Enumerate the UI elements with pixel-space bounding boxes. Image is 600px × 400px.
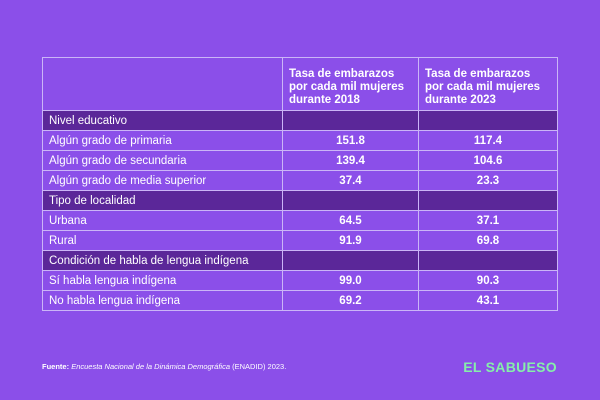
rate-cell: 69.2 [282, 290, 419, 311]
data-row: Rural 91.9 69.8 [42, 230, 558, 251]
section-empty [418, 190, 558, 211]
data-row: Sí habla lengua indígena 99.0 90.3 [42, 270, 558, 291]
section-title: Nivel educativo [42, 110, 283, 131]
rate-cell: 37.1 [418, 210, 558, 231]
section-empty [282, 110, 419, 131]
section-row: Tipo de localidad [42, 190, 558, 211]
row-label: Algún grado de primaria [42, 130, 283, 151]
header-cell: Tasa de embarazos por cada mil mujeres d… [282, 57, 419, 111]
header-row: Tasa de embarazos por cada mil mujeres d… [42, 57, 558, 111]
row-label: Rural [42, 230, 283, 251]
row-label: No habla lengua indígena [42, 290, 283, 311]
source-label: Fuente: [42, 362, 70, 371]
source-note: Fuente: Encuesta Nacional de la Dinámica… [42, 362, 286, 371]
rate-cell: 99.0 [282, 270, 419, 291]
rate-cell: 43.1 [418, 290, 558, 311]
rate-cell: 69.8 [418, 230, 558, 251]
rate-cell: 90.3 [418, 270, 558, 291]
data-row: Algún grado de secundaria 139.4 104.6 [42, 150, 558, 171]
row-label: Algún grado de secundaria [42, 150, 283, 171]
rate-cell: 91.9 [282, 230, 419, 251]
section-row: Nivel educativo [42, 110, 558, 131]
data-row: Urbana 64.5 37.1 [42, 210, 558, 231]
table-body: Nivel educativo Algún grado de primaria 15… [42, 110, 558, 311]
header-cell: Tasa de embarazos por cada mil mujeres d… [418, 57, 558, 111]
section-empty [418, 110, 558, 131]
rate-cell: 151.8 [282, 130, 419, 151]
rate-cell: 104.6 [418, 150, 558, 171]
row-label: Sí habla lengua indígena [42, 270, 283, 291]
rate-cell: 117.4 [418, 130, 558, 151]
data-row: Algún grado de primaria 151.8 117.4 [42, 130, 558, 151]
rate-cell: 64.5 [282, 210, 419, 231]
section-empty [282, 250, 419, 271]
header-empty [42, 57, 283, 111]
data-row: Algún grado de media superior 37.4 23.3 [42, 170, 558, 191]
section-row: Condición de habla de lengua indígena [42, 250, 558, 271]
source-suffix: (ENADID) 2023. [230, 362, 287, 371]
data-row: No habla lengua indígena 69.2 43.1 [42, 290, 558, 311]
rate-cell: 139.4 [282, 150, 419, 171]
brand: EL SABUESO [463, 359, 557, 375]
data-table: Tasa de embarazos por cada mil mujeres d… [42, 57, 558, 311]
row-label: Algún grado de media superior [42, 170, 283, 191]
row-label: Urbana [42, 210, 283, 231]
section-title: Tipo de localidad [42, 190, 283, 211]
section-empty [418, 250, 558, 271]
rate-cell: 37.4 [282, 170, 419, 191]
source-title: Encuesta Nacional de la Dinámica Demográ… [71, 362, 231, 371]
section-empty [282, 190, 419, 211]
rate-cell: 23.3 [418, 170, 558, 191]
section-title: Condición de habla de lengua indígena [42, 250, 283, 271]
